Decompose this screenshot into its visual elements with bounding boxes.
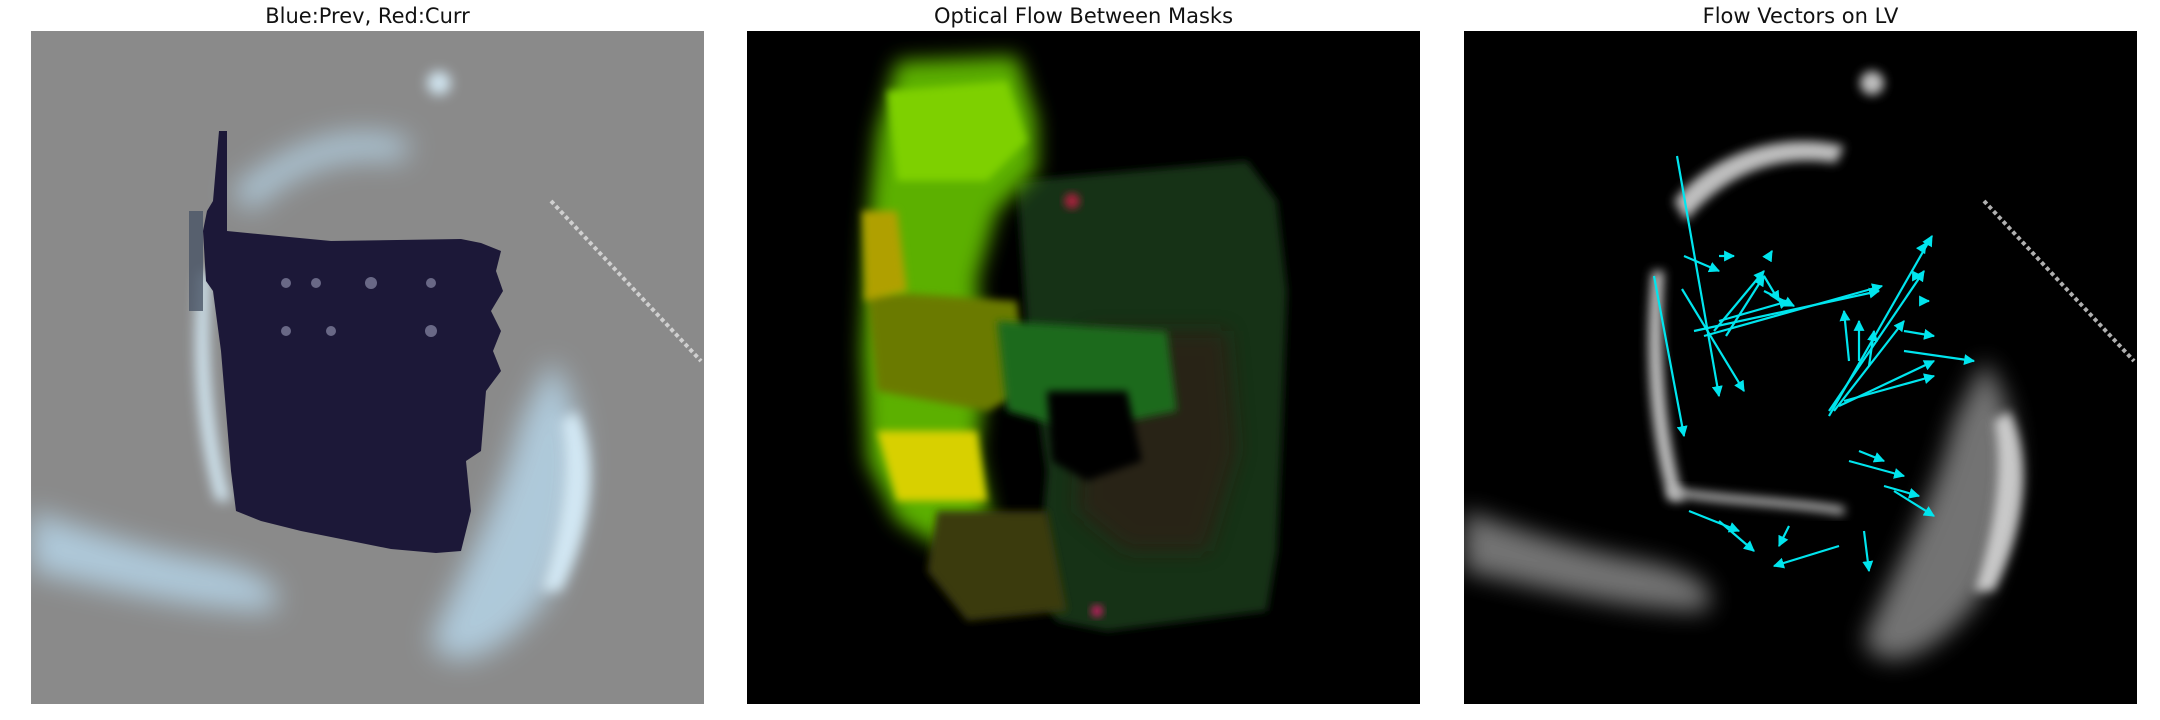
flow-vectors-image <box>1464 31 2137 704</box>
optical-flow-image <box>747 31 1420 704</box>
panel-title: Blue:Prev, Red:Curr <box>265 4 470 28</box>
panel-title: Optical Flow Between Masks <box>933 4 1234 28</box>
panel-title: Flow Vectors on LV <box>1702 4 1899 28</box>
mask-overlay-image <box>31 31 704 704</box>
